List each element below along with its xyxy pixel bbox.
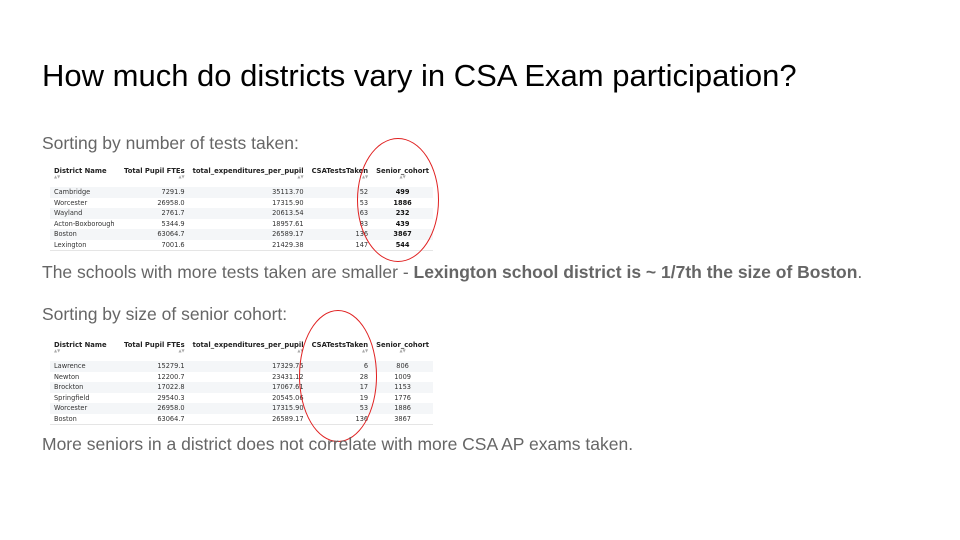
cell-district-name: Cambridge [50,187,120,198]
cell-csa-tests-taken: 19 [359,393,369,402]
table-row: Cambridge 7291.9 35113.70 52 499 [50,187,434,198]
cell-district-name: Lexington [50,239,120,251]
cell-expenditures-per-pupil: 18957.61 [272,219,304,228]
cell-total-pupil-ftes: 26958.0 [157,198,185,207]
col-csa-tests-taken: CSATestsTaken ▲▼ [311,341,369,353]
cell-district-name: Boston [50,229,120,240]
slide-title: How much do districts vary in CSA Exam p… [42,58,797,93]
section1-note-text: The schools with more tests taken are sm… [42,262,414,282]
cell-csa-tests-taken: 6 [307,361,373,372]
cell-csa-tests-taken: 17 [307,382,373,393]
section1-note-bold: Lexington school district is ~ 1/7th the… [413,262,858,282]
cell-total-pupil-ftes: 29540.3 [157,393,185,402]
section1-note: The schools with more tests taken are sm… [42,262,862,283]
cell-csa-tests-taken: 147 [307,239,373,251]
cell-csa-tests-taken: 53 [307,403,373,414]
cell-csa-tests-taken: 28 [359,372,369,381]
col-expenditures-per-pupil: total_expenditures_per_pupil ▲▼ [192,341,304,353]
col-total-pupil-ftes: Total Pupil FTEs ▲▼ [124,167,185,179]
cell-csa-tests-taken: 136 [307,413,373,425]
tests-sorted-table: District Name ▲▼ Total Pupil FTEs ▲▼ total… [50,167,434,251]
table-row: Lexington 7001.6 21429.38 147 544 [50,239,434,251]
col-csa-tests-taken: CSATestsTaken ▲▼ [311,167,369,179]
cell-district-name: Acton-Boxborough [54,219,115,228]
table-row: Springfield 29540.3 20545.06 19 1776 [50,393,433,404]
cell-expenditures-per-pupil: 21429.38 [188,239,308,251]
cell-senior-cohort: 499 [372,187,434,198]
col-district-name: District Name ▲▼ [54,341,107,353]
cell-csa-tests-taken: 52 [307,187,373,198]
cell-total-pupil-ftes: 26958.0 [120,403,189,414]
cell-total-pupil-ftes: 5344.9 [161,219,185,228]
cell-senior-cohort: 806 [372,361,434,372]
cell-expenditures-per-pupil: 17315.90 [272,198,304,207]
cell-senior-cohort: 1776 [394,393,411,402]
section2-note: More seniors in a district does not corr… [42,434,634,454]
table-header-row: District Name ▲▼ Total Pupil FTEs ▲▼ total… [50,341,433,361]
cell-senior-cohort: 3867 [372,413,434,425]
cell-district-name: Brockton [50,382,120,393]
section1-note-end: . [857,262,863,282]
cell-senior-cohort: 1153 [372,382,434,393]
col-senior-cohort: Senior_cohort ▲▼ [376,341,430,353]
cell-total-pupil-ftes: 12200.7 [157,372,185,381]
table-row: Boston 63064.7 26589.17 136 3867 [50,413,434,425]
table-row: Wayland 2761.7 20613.54 63 232 [50,208,434,219]
table-row: Newton 12200.7 23431.12 28 1009 [50,372,433,383]
col-expenditures-per-pupil: total_expenditures_per_pupil ▲▼ [192,167,304,179]
cell-expenditures-per-pupil: 20613.54 [188,208,308,219]
senior-sorted-table: District Name ▲▼ Total Pupil FTEs ▲▼ total… [50,341,434,425]
table-row: Brockton 17022.8 17067.61 17 1153 [50,382,434,393]
cell-district-name: Wayland [50,208,120,219]
cell-senior-cohort: 439 [395,219,410,228]
col-total-pupil-ftes: Total Pupil FTEs ▲▼ [124,341,185,353]
cell-expenditures-per-pupil: 23431.12 [272,372,304,381]
col-senior-cohort: Senior_cohort ▲▼ [376,167,430,179]
table-row: Lawrence 15279.1 17329.75 6 806 [50,361,434,372]
cell-csa-tests-taken: 63 [307,208,373,219]
cell-senior-cohort: 3867 [372,229,434,240]
cell-expenditures-per-pupil: 17067.61 [188,382,308,393]
cell-district-name: Worcester [54,198,88,207]
cell-expenditures-per-pupil: 26589.17 [188,413,308,425]
section1-label: Sorting by number of tests taken: [42,133,299,153]
cell-senior-cohort: 232 [372,208,434,219]
cell-expenditures-per-pupil: 17329.75 [188,361,308,372]
cell-senior-cohort: 544 [372,239,434,251]
cell-expenditures-per-pupil: 35113.70 [188,187,308,198]
section2-label: Sorting by size of senior cohort: [42,304,288,324]
cell-district-name: Worcester [50,403,120,414]
cell-csa-tests-taken: 83 [359,219,369,228]
cell-total-pupil-ftes: 2761.7 [120,208,189,219]
cell-total-pupil-ftes: 7291.9 [120,187,189,198]
cell-senior-cohort: 1009 [394,372,411,381]
table-header-row: District Name ▲▼ Total Pupil FTEs ▲▼ total… [50,167,433,187]
cell-expenditures-per-pupil: 17315.90 [188,403,308,414]
cell-csa-tests-taken: 136 [307,229,373,240]
col-district-name: District Name ▲▼ [54,167,107,179]
cell-csa-tests-taken: 53 [359,198,369,207]
cell-total-pupil-ftes: 7001.6 [120,239,189,251]
table-row: Worcester 26958.0 17315.90 53 1886 [50,403,434,414]
cell-district-name: Lawrence [50,361,120,372]
cell-total-pupil-ftes: 63064.7 [120,229,189,240]
table-row: Boston 63064.7 26589.17 136 3867 [50,229,434,240]
cell-total-pupil-ftes: 17022.8 [120,382,189,393]
cell-expenditures-per-pupil: 26589.17 [188,229,308,240]
cell-senior-cohort: 1886 [372,403,434,414]
cell-expenditures-per-pupil: 20545.06 [272,393,304,402]
cell-district-name: Newton [54,372,80,381]
cell-district-name: Springfield [54,393,90,402]
table-row: Worcester 26958.0 17315.90 53 1886 [50,198,433,209]
cell-total-pupil-ftes: 63064.7 [120,413,189,425]
cell-total-pupil-ftes: 15279.1 [120,361,189,372]
table-row: Acton-Boxborough 5344.9 18957.61 83 439 [50,219,433,230]
cell-district-name: Boston [50,413,120,425]
cell-senior-cohort: 1886 [393,198,412,207]
